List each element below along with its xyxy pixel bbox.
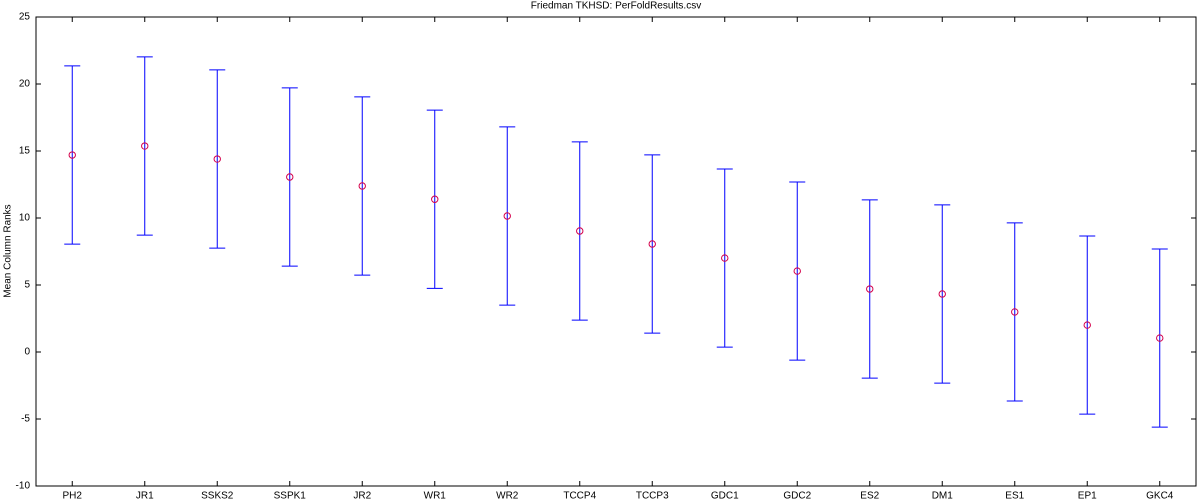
mean-marker bbox=[1156, 334, 1164, 342]
mean-marker bbox=[141, 142, 149, 150]
mean-marker bbox=[793, 267, 801, 275]
mean-marker bbox=[503, 212, 511, 220]
x-tick-label: ES2 bbox=[860, 491, 879, 500]
y-tick-label: 15 bbox=[19, 146, 31, 157]
y-tick-label: -10 bbox=[16, 481, 31, 492]
mean-marker bbox=[866, 285, 874, 293]
x-tick-label: GKC4 bbox=[1146, 491, 1174, 500]
x-tick-label: WR1 bbox=[424, 491, 447, 500]
mean-marker bbox=[213, 155, 221, 163]
y-tick-label: 5 bbox=[24, 280, 30, 291]
x-tick-label: EP1 bbox=[1078, 491, 1097, 500]
x-tick-label: GDC1 bbox=[711, 491, 739, 500]
y-tick-label: 25 bbox=[19, 12, 31, 23]
x-tick-label: SSKS2 bbox=[201, 491, 234, 500]
x-tick-label: PH2 bbox=[63, 491, 83, 500]
mean-marker bbox=[431, 195, 439, 203]
mean-marker bbox=[648, 240, 656, 248]
y-tick-label: -5 bbox=[21, 414, 30, 425]
mean-marker bbox=[576, 227, 584, 235]
mean-marker bbox=[358, 182, 366, 190]
chart-title: Friedman TKHSD: PerFoldResults.csv bbox=[531, 1, 701, 12]
mean-marker bbox=[721, 254, 729, 262]
x-tick-label: GDC2 bbox=[783, 491, 811, 500]
x-tick-label: WR2 bbox=[496, 491, 519, 500]
x-tick-label: JR2 bbox=[353, 491, 371, 500]
x-tick-label: DM1 bbox=[932, 491, 954, 500]
x-tick-label: ES1 bbox=[1005, 491, 1024, 500]
y-tick-label: 20 bbox=[19, 79, 31, 90]
x-tick-label: TCCP4 bbox=[563, 491, 596, 500]
mean-marker bbox=[1083, 321, 1091, 329]
mean-marker bbox=[68, 151, 76, 159]
plot-frame bbox=[35, 16, 1197, 487]
x-tick-label: JR1 bbox=[136, 491, 154, 500]
y-tick-label: 0 bbox=[24, 347, 30, 358]
x-tick-label: SSPK1 bbox=[274, 491, 307, 500]
mean-marker bbox=[938, 290, 946, 298]
mean-marker bbox=[286, 173, 294, 181]
x-tick-label: TCCP3 bbox=[636, 491, 669, 500]
y-axis-label: Mean Column Ranks bbox=[3, 204, 14, 297]
mean-marker bbox=[1011, 308, 1019, 316]
y-tick-label: 10 bbox=[19, 213, 31, 224]
